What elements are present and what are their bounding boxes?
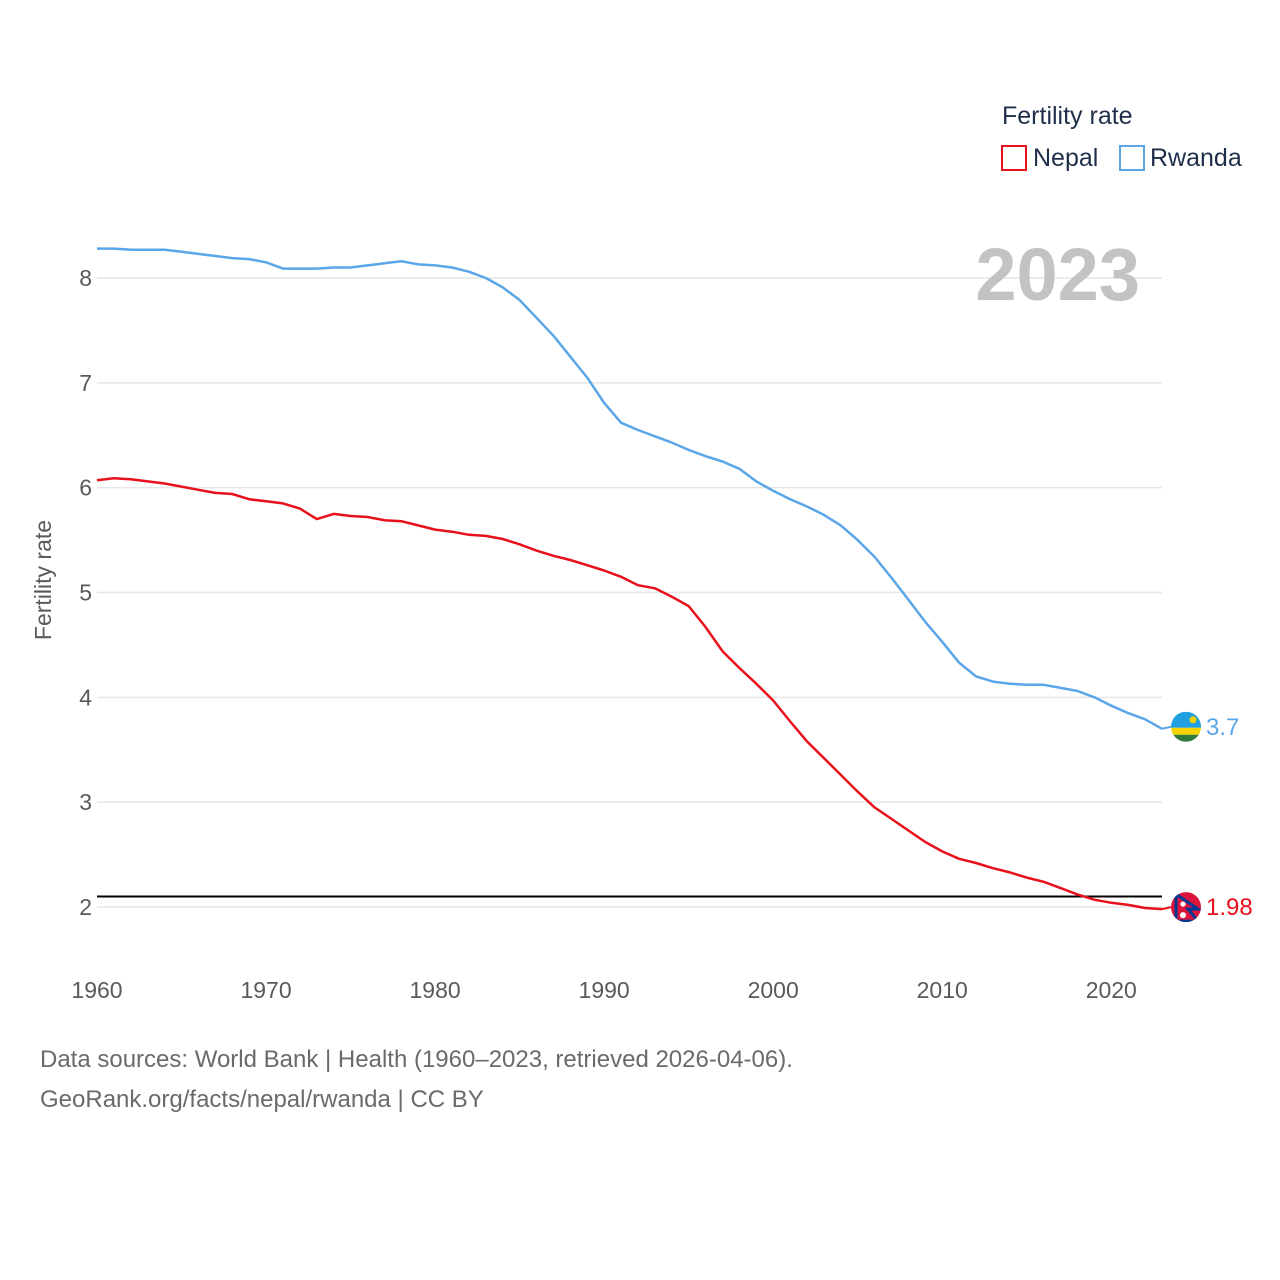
x-tick-label: 2020 [1086, 977, 1137, 1003]
legend-label-rwanda: Rwanda [1150, 144, 1242, 172]
fertility-chart: 2 3 4 5 6 7 8 1960 1970 1980 1990 2000 2010 2020 Fer… [30, 102, 1253, 1003]
footer: Data sources: World Bank | Health (1960–… [40, 1040, 793, 1120]
y-tick-label: 8 [79, 265, 92, 291]
rwanda-flag-icon [1171, 711, 1201, 742]
footer-sources: Data sources: World Bank | Health (1960–… [40, 1046, 793, 1073]
y-tick-label: 7 [79, 370, 92, 396]
y-axis-title: Fertility rate [30, 520, 56, 640]
y-tick-label: 2 [79, 894, 92, 920]
grid-lines [97, 277, 1162, 908]
legend: Fertility rate Nepal Rwanda [1001, 102, 1242, 172]
legend-item-rwanda[interactable]: Rwanda [1119, 144, 1242, 172]
nepal-end-value: 1.98 [1206, 894, 1253, 921]
nepal-flag-icon [1171, 892, 1201, 923]
x-tick-label: 1990 [579, 977, 630, 1003]
series-line-nepal[interactable] [96, 476, 1163, 911]
x-tick-label: 1980 [410, 977, 461, 1003]
legend-swatch-nepal [1001, 145, 1027, 171]
legend-swatch-rwanda [1119, 145, 1145, 171]
y-tick-label: 6 [79, 475, 92, 501]
y-tick-label: 4 [79, 684, 92, 710]
x-tick-label: 2000 [748, 977, 799, 1003]
y-tick-label: 3 [79, 789, 92, 815]
x-axis-ticks: 1960 1970 1980 1990 2000 2010 2020 [71, 977, 1136, 1003]
legend-label-nepal: Nepal [1033, 144, 1098, 172]
year-watermark: 2023 [975, 233, 1140, 316]
footer-link[interactable]: GeoRank.org/facts/nepal/rwanda | CC BY [40, 1086, 484, 1113]
end-connector-nepal [1161, 906, 1172, 911]
y-axis-ticks: 2 3 4 5 6 7 8 [79, 265, 92, 920]
legend-title: Fertility rate [1002, 102, 1133, 130]
end-connector-rwanda [1161, 725, 1172, 730]
x-tick-label: 2010 [917, 977, 968, 1003]
x-tick-label: 1970 [240, 977, 291, 1003]
series-line-rwanda[interactable] [97, 247, 1163, 730]
x-tick-label: 1960 [71, 977, 122, 1003]
y-tick-label: 5 [79, 580, 92, 606]
rwanda-end-value: 3.7 [1206, 714, 1239, 741]
series-lines [96, 247, 1172, 911]
legend-item-nepal[interactable]: Nepal [1001, 144, 1098, 172]
